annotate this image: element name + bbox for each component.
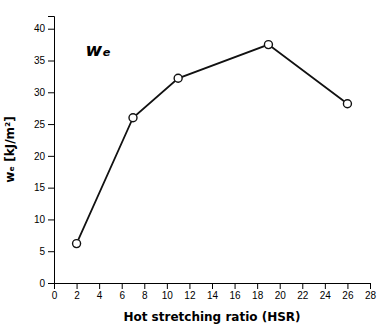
x-tick-label: 0 [52, 290, 58, 301]
x-tick: 8 [142, 283, 148, 301]
x-tick-mark [167, 283, 168, 289]
y-tick-label: 15 [34, 182, 46, 193]
point [343, 100, 351, 108]
chart: 0246810121416182022242628051015202530354… [0, 0, 386, 329]
x-tick-mark [347, 283, 348, 289]
x-tick-label: 24 [320, 290, 332, 301]
x-tick-mark [257, 283, 258, 289]
x-tick-label: 4 [97, 290, 103, 301]
y-tick: 20 [34, 151, 54, 162]
y-tick-mark [48, 61, 54, 62]
x-tick: 20 [275, 283, 287, 301]
y-tick-label: 35 [34, 55, 46, 66]
y-tick: 25 [34, 119, 54, 130]
x-tick: 0 [52, 283, 58, 301]
point [73, 240, 81, 248]
x-tick-mark [370, 283, 371, 289]
x-axis: 0246810121416182022242628 [52, 283, 377, 301]
y-axis-line [48, 17, 55, 284]
x-tick-label: 14 [207, 290, 219, 301]
y-tick: 0 [39, 278, 54, 289]
y-tick-label: 5 [39, 246, 45, 257]
x-tick-label: 20 [275, 290, 287, 301]
y-tick: 35 [34, 55, 54, 66]
x-tick-label: 6 [119, 290, 125, 301]
x-tick-mark [280, 283, 281, 289]
x-tick-label: 12 [184, 290, 196, 301]
y-tick: 30 [34, 87, 54, 98]
y-tick-mark [48, 92, 54, 93]
x-tick-mark [99, 283, 100, 289]
x-tick-mark [325, 283, 326, 289]
y-tick-mark [48, 29, 54, 30]
y-tick-label: 40 [34, 23, 46, 34]
x-tick-mark [302, 283, 303, 289]
y-tick-label: 0 [39, 278, 45, 289]
y-tick-mark [48, 251, 54, 252]
y-tick: 15 [34, 182, 54, 193]
x-tick: 2 [74, 283, 80, 301]
y-tick-mark [48, 124, 54, 125]
x-tick: 26 [342, 283, 354, 301]
x-tick: 18 [252, 283, 264, 301]
y-tick-label: 20 [34, 151, 46, 162]
y-tick-label: 10 [34, 214, 46, 225]
x-tick: 28 [365, 283, 377, 301]
y-tick-mark [48, 156, 54, 157]
y-tick-mark [48, 188, 54, 189]
x-tick: 24 [320, 283, 332, 301]
x-tick-label: 18 [252, 290, 264, 301]
y-tick: 10 [34, 214, 54, 225]
y-tick-mark [48, 219, 54, 220]
plot: 0246810121416182022242628051015202530354… [34, 17, 377, 302]
x-tick-label: 28 [365, 290, 377, 301]
y-tick: 5 [39, 246, 54, 257]
x-tick-mark [235, 283, 236, 289]
line [77, 45, 348, 244]
x-tick-label: 16 [230, 290, 242, 301]
x-tick: 16 [230, 283, 242, 301]
x-tick: 10 [162, 283, 174, 301]
x-tick: 6 [119, 283, 125, 301]
point [174, 74, 182, 82]
y-tick: 40 [34, 23, 54, 34]
x-tick-mark [189, 283, 190, 289]
x-tick-label: 10 [162, 290, 174, 301]
x-tick: 4 [97, 283, 103, 301]
marks [73, 41, 352, 248]
x-tick-label: 8 [142, 290, 148, 301]
x-tick-mark [122, 283, 123, 289]
point [129, 114, 137, 122]
y-tick-label: 25 [34, 119, 46, 130]
x-tick-mark [212, 283, 213, 289]
x-tick-mark [144, 283, 145, 289]
x-tick-label: 2 [74, 290, 80, 301]
point [264, 41, 272, 49]
x-tick-label: 22 [297, 290, 309, 301]
x-axis-line [55, 284, 371, 290]
x-tick-label: 26 [342, 290, 354, 301]
x-tick: 22 [297, 283, 309, 301]
y-tick-label: 30 [34, 87, 46, 98]
x-tick-mark [77, 283, 78, 289]
x-axis-title: Hot stretching ratio (HSR) [123, 310, 300, 324]
y-tick-mark [48, 283, 54, 284]
x-tick: 14 [207, 283, 219, 301]
y-axis-title: wₑ [kJ/m²] [3, 116, 17, 183]
x-tick: 12 [184, 283, 196, 301]
y-axis: 0 5 10 15 20 25 30 35 40 [34, 17, 55, 289]
annotation: wₑ [86, 39, 111, 60]
